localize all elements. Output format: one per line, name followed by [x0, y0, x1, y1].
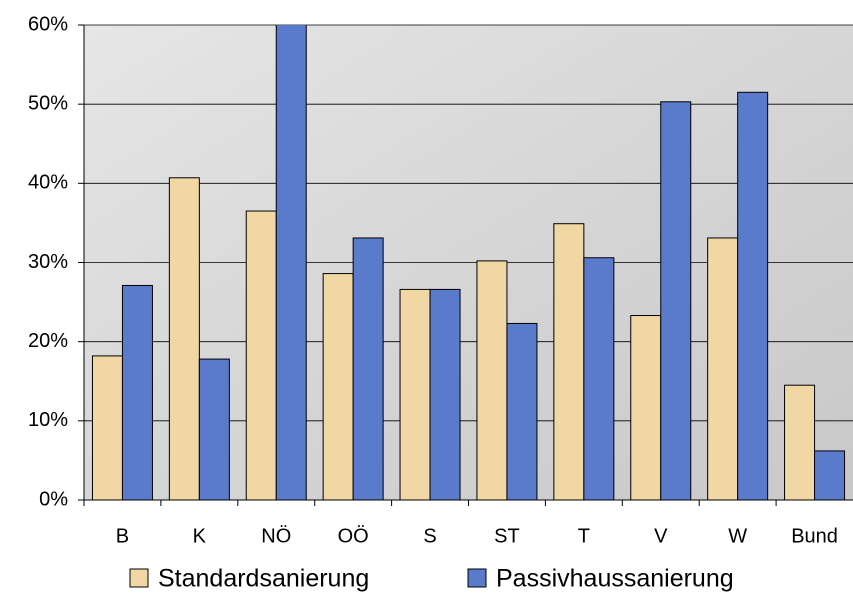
y-tick-label: 10%	[28, 409, 68, 431]
bar	[353, 238, 383, 500]
bar	[554, 224, 584, 500]
bar	[815, 451, 845, 500]
bar	[400, 289, 430, 500]
bar	[199, 359, 229, 500]
y-tick-label: 40%	[28, 172, 68, 194]
y-tick-label: 20%	[28, 330, 68, 352]
bar	[738, 92, 768, 500]
legend-swatch	[468, 569, 486, 587]
bar	[584, 258, 614, 500]
x-tick-label: OÖ	[338, 525, 369, 547]
bar	[122, 285, 152, 500]
y-tick-label: 50%	[28, 92, 68, 114]
x-tick-label: W	[728, 525, 747, 547]
bar	[708, 238, 738, 500]
legend-label: Standardsanierung	[158, 565, 369, 593]
bar	[276, 17, 306, 500]
bar	[507, 323, 537, 500]
page: {"chart_data": {"type": "bar", "categori…	[0, 0, 853, 595]
bar	[477, 261, 507, 500]
y-tick-label: 0%	[39, 488, 68, 510]
x-tick-label: Bund	[791, 525, 838, 547]
bar	[169, 178, 199, 500]
y-tick-label: 60%	[28, 13, 68, 35]
x-tick-label: T	[578, 525, 590, 547]
x-tick-label: K	[193, 525, 207, 547]
bar	[323, 274, 353, 500]
bar	[661, 102, 691, 500]
bar	[246, 211, 276, 500]
legend-swatch	[130, 569, 148, 587]
bar	[430, 289, 460, 500]
x-tick-label: ST	[494, 525, 520, 547]
x-tick-label: S	[423, 525, 436, 547]
bar	[631, 316, 661, 500]
legend-label: Passivhaussanierung	[496, 565, 734, 593]
bar	[92, 356, 122, 500]
y-tick-label: 30%	[28, 251, 68, 273]
bar	[785, 385, 815, 500]
x-tick-label: B	[116, 525, 129, 547]
x-tick-label: V	[654, 525, 668, 547]
chart: 0% 10% 20% 30% 40% 50% 60% B K NÖ OÖ S ST T V W Bund Stan…	[0, 0, 853, 595]
x-tick-label: NÖ	[261, 525, 291, 547]
